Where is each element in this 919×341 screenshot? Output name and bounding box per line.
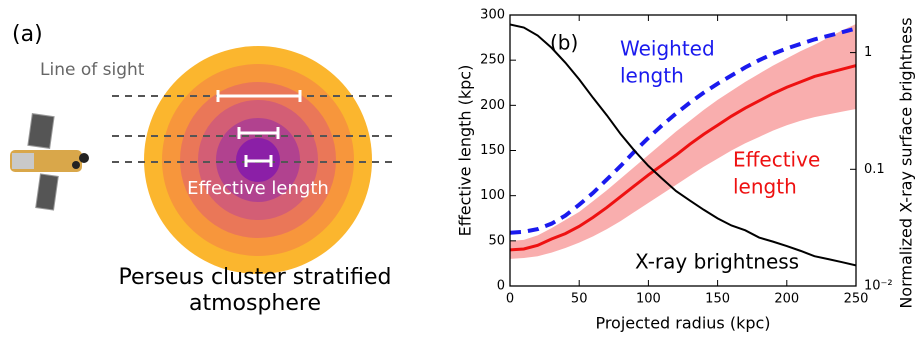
panel-b: 0 50 100 150 200 250 0 50 100 150 200 250 300 10⁻² 0.1… [456, 8, 916, 333]
length-bars [216, 90, 302, 167]
panel-label: (b) [550, 31, 578, 55]
satellite-lens [72, 161, 80, 169]
x-tick-label: 200 [774, 292, 799, 307]
line-of-sight-label: Line of sight [40, 60, 145, 80]
series-line [510, 23, 856, 267]
y2-tick-label: 0.1 [864, 162, 885, 177]
x-tick-label: 150 [705, 292, 730, 307]
satellite-module [12, 153, 34, 169]
panel-a: (a) Line of sight Effectiv [10, 22, 392, 316]
caption: Perseus cluster stratified [119, 265, 392, 290]
y2-tick-label: 1 [864, 45, 872, 60]
x-tick-label: 250 [844, 292, 869, 307]
y-tick-label: 250 [480, 53, 505, 68]
plot-area [510, 23, 856, 267]
y-tick-label: 0 [497, 279, 505, 294]
y-tick-label: 100 [480, 188, 505, 203]
series-line [510, 26, 856, 235]
x-tick-label: 100 [636, 292, 661, 307]
y-tick-label: 50 [488, 233, 505, 248]
effective-length-label: Effective length [187, 178, 329, 199]
solar-panel [27, 113, 55, 149]
satellite-lens [79, 153, 89, 163]
length-bar [237, 127, 280, 139]
y-axis-label: Effective length (kpc) [456, 65, 475, 237]
series-line [510, 64, 856, 252]
series-label: Weighted [620, 37, 715, 61]
uncertainty-band [510, 24, 856, 259]
series-label: length [620, 64, 684, 88]
y2-tick-label: 10⁻² [864, 279, 893, 294]
x-tick-label: 0 [506, 292, 514, 307]
length-bar [216, 90, 302, 102]
caption: atmosphere [189, 291, 321, 316]
y2-axis-label: Normalized X-ray surface brightness [897, 17, 916, 308]
y-tick-label: 200 [480, 98, 505, 113]
series-label: length [733, 175, 797, 199]
y-tick-label: 150 [480, 143, 505, 158]
panel-label: (a) [12, 22, 43, 47]
series-label: X-ray brightness [635, 250, 799, 274]
series-label: Effective [733, 148, 820, 172]
solar-panel [35, 173, 59, 211]
satellite [10, 113, 89, 211]
x-axis-label: Projected radius (kpc) [595, 314, 770, 333]
y-tick-label: 300 [480, 8, 505, 23]
length-bar [244, 155, 273, 167]
x-tick-label: 50 [571, 292, 588, 307]
